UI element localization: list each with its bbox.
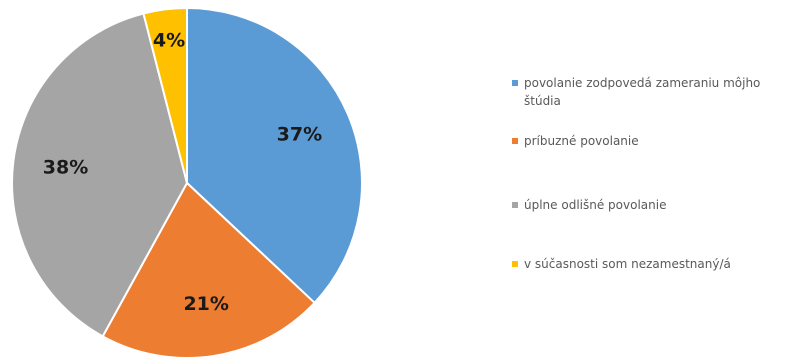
legend-item: úplne odlišné povolanie	[512, 196, 797, 214]
pie-slice	[142, 7, 188, 184]
pie-slice	[186, 7, 364, 304]
pie-slice	[101, 182, 316, 358]
pie-slice	[11, 12, 188, 338]
legend-swatch	[512, 202, 518, 208]
pie-value-label: 21%	[183, 293, 228, 315]
legend-label: príbuzné povolanie	[524, 134, 639, 148]
legend-label: povolanie zodpovedá zameraniu môjho štúd…	[524, 76, 761, 108]
legend-swatch	[512, 80, 518, 86]
legend-label: úplne odlišné povolanie	[524, 198, 667, 212]
pie-slices	[11, 7, 364, 358]
legend-item: príbuzné povolanie	[512, 132, 797, 150]
legend-label: v súčasnosti som nezamestnaný/á	[524, 257, 731, 271]
pie-value-label: 37%	[277, 123, 322, 145]
legend-swatch	[512, 261, 518, 267]
pie-value-label: 4%	[153, 30, 185, 52]
legend-item: v súčasnosti som nezamestnaný/á	[512, 255, 797, 273]
pie-value-label: 38%	[43, 157, 88, 179]
legend-item: povolanie zodpovedá zameraniu môjho štúd…	[512, 74, 797, 110]
pie-value-labels: 37% 21% 38% 4%	[43, 30, 322, 315]
legend-swatch	[512, 138, 518, 144]
